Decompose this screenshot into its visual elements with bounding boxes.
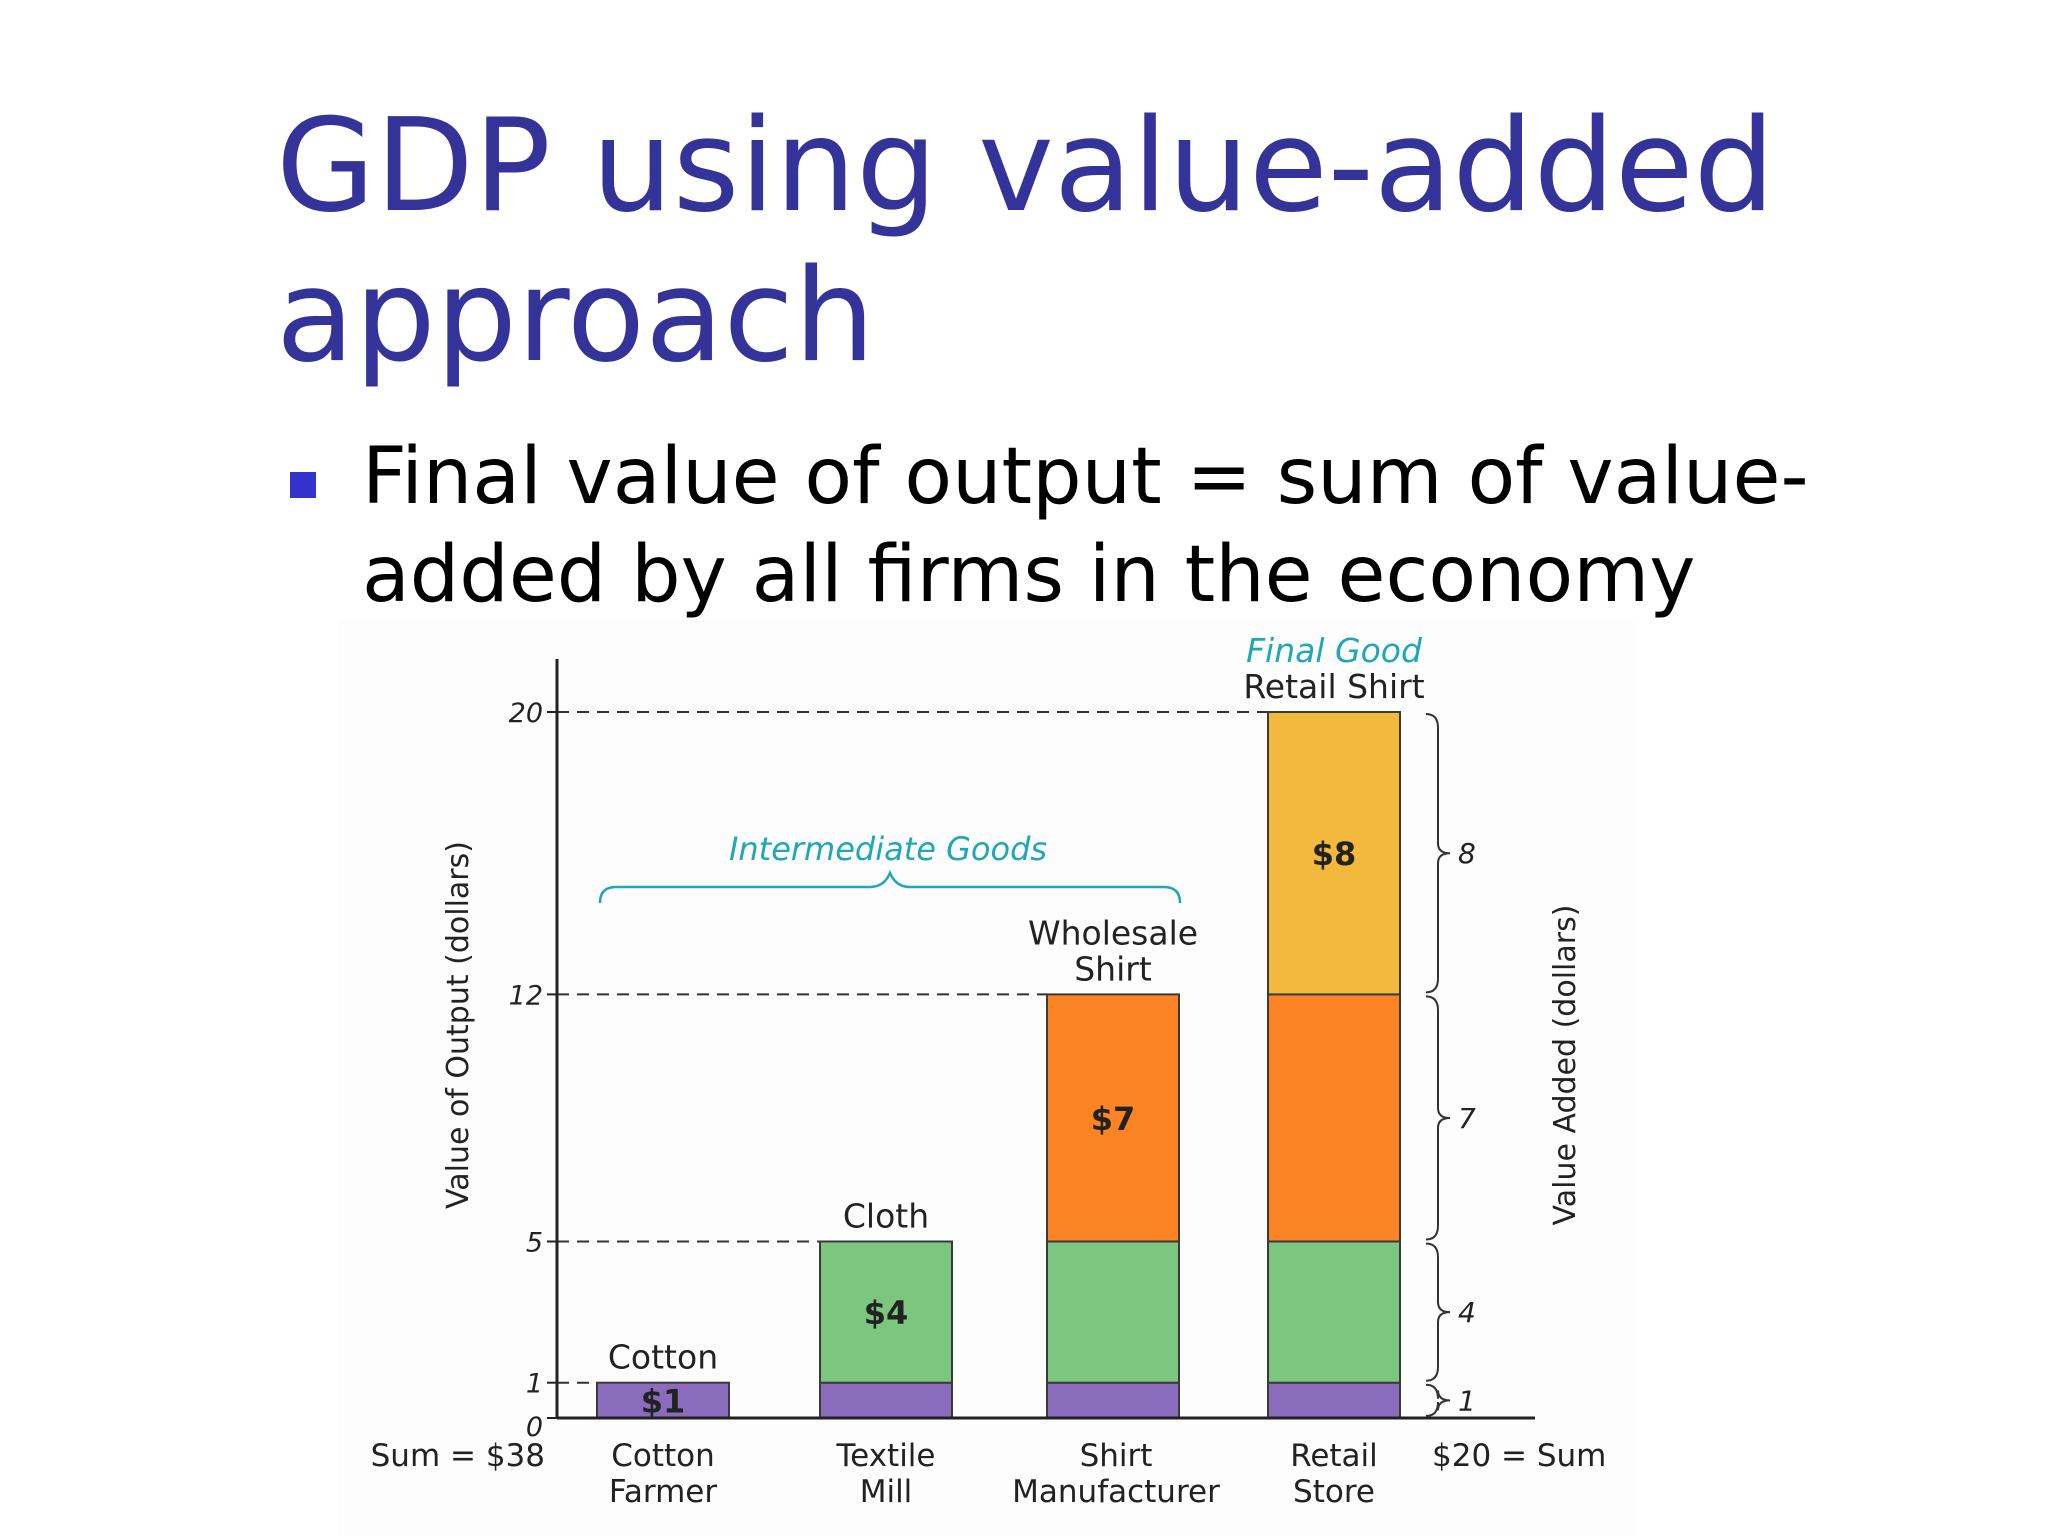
bar-top-label-2-0: Wholesale — [1028, 913, 1198, 952]
category-label-0-1: Farmer — [609, 1474, 717, 1510]
bar-segment-cloth-1 — [819, 1240, 953, 1384]
category-label-0-0: Cotton — [611, 1438, 715, 1474]
slide-title-line-1: GDP using value-added — [276, 92, 1775, 241]
category-label-1-1: Mill — [860, 1474, 913, 1510]
segment-label-shirt: $7 — [1091, 1100, 1136, 1138]
bar-top-label-1-0: Cloth — [843, 1197, 929, 1236]
value-added-label-4: 4 — [1458, 1296, 1476, 1329]
bar-segment-cotton-2 — [1046, 1381, 1180, 1420]
category-label-2-0: Shirt — [1080, 1438, 1153, 1474]
bar-top-label-3-1: Retail Shirt — [1243, 667, 1424, 706]
y-axis-label: Value of Output (dollars) — [441, 841, 476, 1209]
y-tick-label-5: 5 — [526, 1228, 543, 1259]
value-added-brace-7 — [1425, 995, 1451, 1241]
segment-label-retail: $8 — [1312, 835, 1357, 873]
bar-top-label-0-0: Cotton — [608, 1338, 718, 1377]
value-added-brace-8 — [1425, 713, 1451, 994]
bullet-text: Final value of output = sum of value-add… — [362, 432, 1809, 620]
sum-right-label: $20 = Sum — [1432, 1438, 1606, 1474]
bar-top-label-3-0: Final Good — [1246, 631, 1423, 670]
bar-segment-cloth-3 — [1267, 1240, 1401, 1384]
slide-title: GDP using value-added approach — [276, 92, 1776, 392]
value-added-label-1: 1 — [1458, 1384, 1476, 1417]
category-label-1-0: Textile — [836, 1438, 936, 1474]
bar-top-label-2-1: Shirt — [1074, 949, 1152, 988]
y-tick-label-1: 1 — [526, 1369, 543, 1400]
sum-left-label: Sum = $38 — [371, 1438, 545, 1474]
category-label-3-0: Retail — [1290, 1438, 1378, 1474]
category-label-3-1: Store — [1293, 1474, 1375, 1510]
intermediate-goods-label: Intermediate Goods — [729, 830, 1047, 868]
y-tick-label-12: 12 — [509, 980, 543, 1011]
value-added-brace-1 — [1425, 1383, 1451, 1417]
segment-label-cotton: $1 — [641, 1382, 686, 1420]
category-label-2-1: Manufacturer — [1012, 1474, 1220, 1510]
y-tick-label-0: 0 — [526, 1412, 543, 1443]
bar-segment-shirt-2 — [1046, 993, 1180, 1243]
bar-segment-cotton-0 — [596, 1381, 730, 1420]
intermediate-goods-brace — [598, 869, 1182, 904]
bar-segment-cotton-1 — [819, 1381, 953, 1420]
value-added-label-8: 8 — [1458, 837, 1476, 870]
segment-label-cloth: $4 — [864, 1294, 909, 1332]
bar-segment-cloth-2 — [1046, 1240, 1180, 1384]
bar-segment-shirt-3 — [1267, 993, 1401, 1243]
slide-title-line-2: approach — [276, 242, 875, 391]
bar-segment-cotton-3 — [1267, 1381, 1401, 1420]
y2-axis-label: Value Added (dollars) — [1548, 905, 1583, 1226]
value-added-brace-4 — [1425, 1242, 1451, 1382]
bar-segment-retail-3 — [1267, 711, 1401, 996]
chart-svg: $1 $4 $7 $8 0 1 5 12 20 Value of Output (dollars)… — [371, 631, 1607, 1510]
bullet-square-icon — [290, 472, 316, 498]
y-tick-label-20: 20 — [509, 698, 543, 729]
value-added-label-7: 7 — [1458, 1102, 1476, 1135]
value-added-chart: $1 $4 $7 $8 0 1 5 12 20 Value of Output (dollars)… — [338, 620, 1634, 1536]
